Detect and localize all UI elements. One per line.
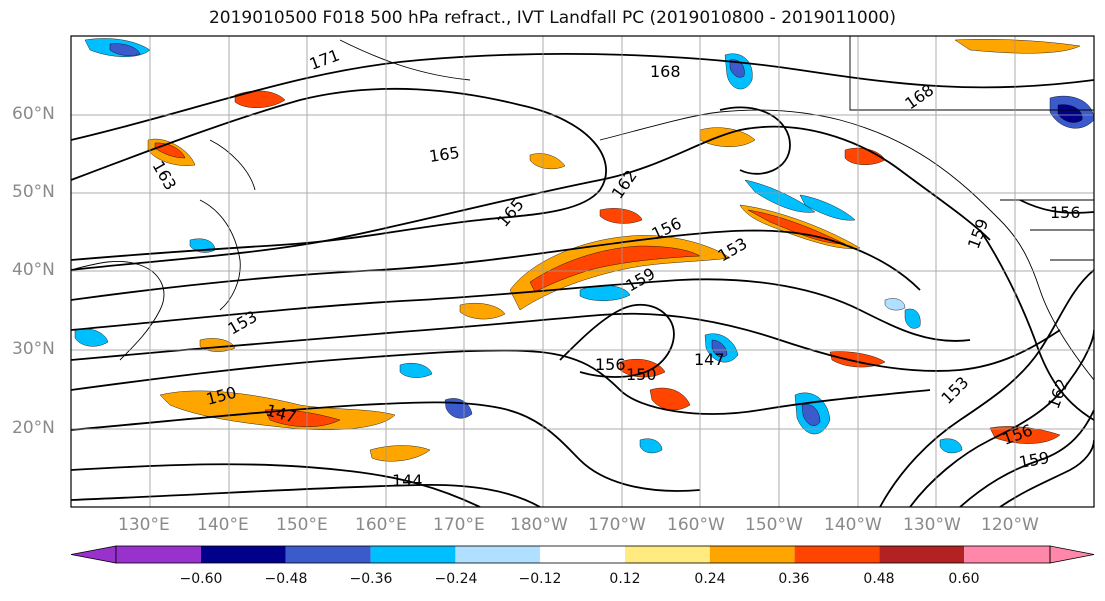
- negative-anomaly-shading: [74, 38, 1094, 454]
- colorbar-tick: −0.12: [518, 571, 562, 587]
- lon-label: 170°W: [588, 515, 646, 535]
- colorbar-segment: [879, 546, 965, 563]
- colorbar-tick: 0.36: [778, 571, 810, 587]
- lon-label: 140°W: [824, 515, 882, 535]
- colorbar-tick: −0.48: [264, 571, 308, 587]
- colorbar-segment: [794, 546, 880, 563]
- lon-label: 130°E: [118, 515, 170, 535]
- contour-label: 150: [626, 365, 657, 384]
- height-contours: [71, 53, 1094, 507]
- lon-label: 160°W: [667, 515, 725, 535]
- colorbar-segment: [625, 546, 710, 563]
- lon-label: 140°E: [197, 515, 249, 535]
- colorbar-arrow-left: [70, 545, 117, 564]
- map-frame: [70, 35, 1095, 508]
- lon-label: 150°W: [745, 515, 803, 535]
- colorbar-tick: −0.60: [179, 571, 223, 587]
- lat-label: 50°N: [12, 182, 55, 202]
- colorbar-segment: [201, 546, 286, 563]
- contour-label: 147: [694, 350, 725, 369]
- colorbar-segment: [964, 546, 1050, 563]
- colorbar-segment: [116, 546, 201, 563]
- contour-label: 168: [650, 62, 681, 81]
- colorbar-tick: 0.24: [694, 571, 726, 587]
- coastlines: [71, 36, 1094, 381]
- map-title: 2019010500 F018 500 hPa refract., IVT La…: [208, 8, 896, 28]
- contour-label: 144: [392, 471, 423, 490]
- map-panel: 171 168 168 165 165 163 162 156 153 159 …: [71, 36, 1094, 507]
- colorbar-tick: −0.36: [349, 571, 393, 587]
- colorbar-segment: [455, 546, 541, 563]
- colorbar-segment: [709, 546, 795, 563]
- lat-label: 60°N: [12, 104, 55, 124]
- lon-label: 150°E: [276, 515, 328, 535]
- lat-label: 40°N: [12, 260, 55, 280]
- lon-label: 120°W: [981, 515, 1039, 535]
- colorbar-segment: [370, 546, 456, 563]
- colorbar: [70, 545, 1095, 564]
- lat-label: 30°N: [12, 339, 55, 359]
- colorbar-segment: [540, 546, 625, 563]
- colorbar-segment: [285, 546, 371, 563]
- colorbar-arrow-right: [1049, 545, 1095, 564]
- lon-label: 130°W: [903, 515, 961, 535]
- lon-label: 160°E: [355, 515, 407, 535]
- lon-label: 180°W: [510, 515, 568, 535]
- colorbar-tick: 0.48: [863, 571, 895, 587]
- contour-label: 165: [428, 143, 461, 166]
- colorbar-tick: 0.60: [948, 571, 980, 587]
- contour-label: 156: [595, 355, 626, 374]
- colorbar-tick: 0.12: [609, 571, 641, 587]
- positive-anomaly-shading: [147, 39, 1081, 462]
- colorbar-outline: [115, 545, 1051, 564]
- lat-label: 20°N: [12, 418, 55, 438]
- colorbar-tick: −0.24: [434, 571, 478, 587]
- lon-label: 170°E: [433, 515, 485, 535]
- graticule: [71, 36, 1094, 507]
- contour-label: 156: [1050, 203, 1081, 222]
